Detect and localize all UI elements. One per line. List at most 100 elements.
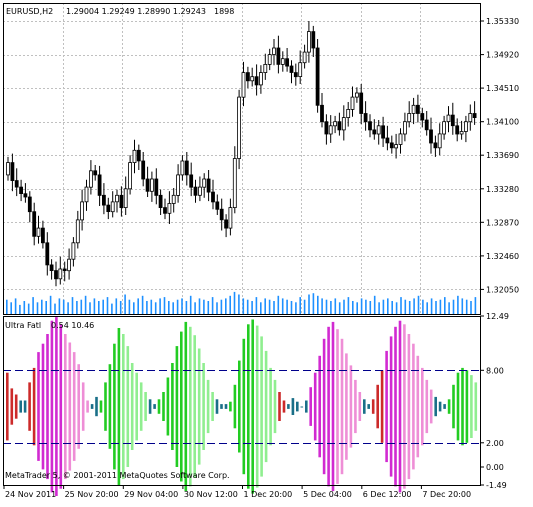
- volume-bar: [277, 295, 280, 314]
- candle-body: [141, 160, 146, 180]
- volume-bar: [378, 302, 380, 314]
- volume-bar: [417, 295, 420, 314]
- volume-bar: [422, 299, 424, 314]
- volume-bar: [45, 301, 47, 314]
- histogram-bar: [385, 350, 388, 463]
- histogram-bar: [465, 370, 469, 443]
- histogram-bar: [184, 321, 188, 492]
- candle-body: [224, 219, 229, 229]
- time-tick-label: 5 Dec 04:00: [303, 490, 352, 499]
- histogram-bar: [95, 396, 98, 417]
- histogram-bar: [10, 388, 14, 425]
- volume-bar: [461, 298, 464, 314]
- histogram-bar: [81, 382, 85, 431]
- histogram-bar: [461, 367, 464, 446]
- volume-bar: [474, 297, 477, 314]
- volume-bar: [98, 301, 100, 314]
- histogram-bar: [122, 334, 125, 480]
- candle-body: [115, 194, 119, 203]
- histogram-bar: [251, 319, 254, 494]
- indicator-label-values: 0.54 10.46: [51, 321, 94, 330]
- volume-bar: [211, 297, 214, 314]
- volume-bar: [286, 299, 288, 314]
- histogram-bar: [130, 363, 134, 450]
- histogram-bar: [269, 367, 272, 446]
- candle-body: [132, 149, 137, 164]
- candle-body: [110, 201, 115, 213]
- histogram-bar: [447, 399, 451, 414]
- candle-body: [424, 119, 429, 131]
- histogram-bar: [443, 404, 446, 409]
- histogram-bar: [19, 400, 22, 413]
- volume-bar: [413, 298, 415, 314]
- volume-bar: [373, 295, 376, 314]
- histogram-bar: [175, 346, 179, 467]
- candle-body: [293, 72, 298, 78]
- candle-body: [19, 186, 24, 195]
- candle-body: [276, 47, 281, 65]
- volume-bar: [334, 298, 337, 314]
- candle-body: [245, 72, 250, 82]
- candle-body: [285, 58, 290, 67]
- time-tick-label: 7 Dec 20:00: [422, 490, 471, 499]
- volume-bar: [71, 297, 74, 314]
- candle-body: [62, 268, 67, 272]
- candle-body: [158, 194, 163, 209]
- candle-body: [407, 113, 412, 123]
- indicator-tick-label: 0.00: [486, 463, 504, 472]
- volume-bar: [356, 302, 358, 314]
- candle-body: [75, 219, 80, 244]
- volume-bar: [268, 299, 271, 314]
- candle-body: [263, 64, 268, 74]
- histogram-bar: [233, 384, 237, 429]
- histogram-bar: [153, 404, 156, 409]
- volume-bar: [264, 298, 266, 314]
- volume-bar: [84, 295, 87, 314]
- candle-body: [176, 174, 181, 196]
- volume-bar: [119, 301, 122, 314]
- volume-bar: [10, 302, 12, 314]
- main-panel-frame: [3, 3, 481, 315]
- histogram-bar: [37, 352, 40, 461]
- volume-bar: [181, 298, 183, 314]
- volume-bar: [408, 301, 411, 314]
- histogram-bar: [171, 363, 174, 450]
- candle-body: [372, 129, 377, 135]
- candlesticks: [6, 21, 477, 287]
- volume-bar: [233, 291, 236, 314]
- histogram-bar: [64, 334, 67, 480]
- candle-body: [49, 264, 54, 271]
- volume-bar: [36, 302, 39, 314]
- histogram-bar: [247, 324, 250, 489]
- histogram-bar: [193, 335, 196, 478]
- candle-body: [154, 178, 159, 196]
- volume-bar: [387, 298, 389, 314]
- volume-bar: [163, 297, 166, 314]
- histogram-bar: [117, 328, 121, 486]
- indicator-tick-label: 12.49: [486, 312, 509, 321]
- candle-body: [184, 160, 189, 176]
- candle-body: [206, 178, 211, 193]
- volume-bar: [14, 298, 17, 314]
- candle-body: [54, 270, 58, 280]
- candle-body: [167, 203, 172, 214]
- histogram-bar: [264, 350, 268, 463]
- volume-bar: [444, 297, 446, 314]
- histogram-bar: [278, 392, 281, 421]
- candle-body: [41, 227, 45, 244]
- volume-bar: [185, 301, 188, 314]
- volume-bar: [58, 298, 61, 314]
- chart-header-bars: 1898: [214, 7, 234, 16]
- candle-body: [202, 178, 207, 188]
- volume-bar: [102, 299, 104, 314]
- candle-body: [189, 174, 194, 188]
- volume-bar: [369, 301, 372, 314]
- candle-body: [250, 76, 255, 82]
- candle-body: [455, 125, 460, 135]
- volume-bar: [106, 297, 109, 314]
- volume-bar: [242, 298, 245, 314]
- volume-bar: [382, 299, 385, 314]
- candle-body: [324, 121, 329, 135]
